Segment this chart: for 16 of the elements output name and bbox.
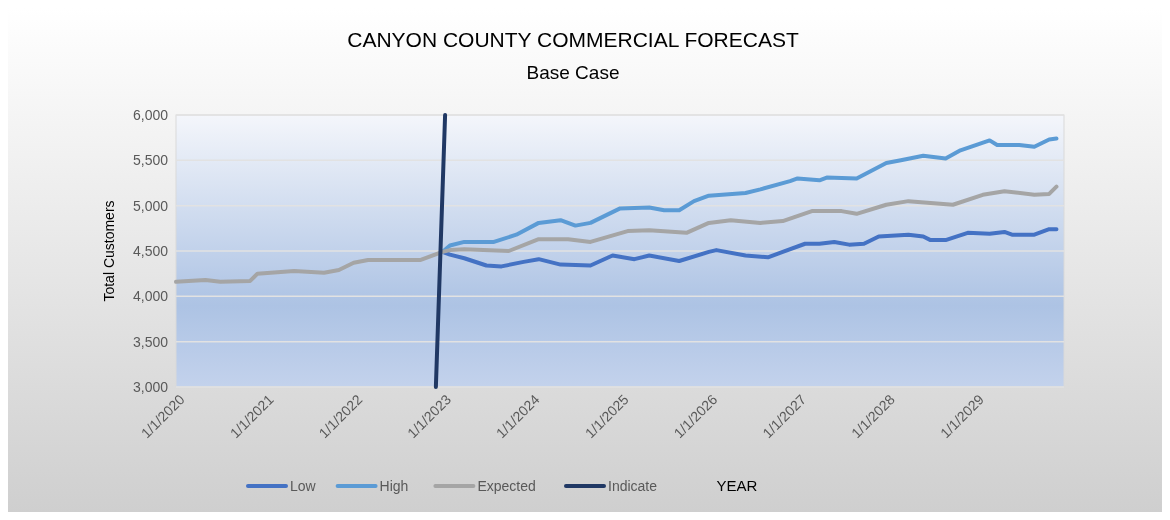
y-tick-label: 3,500 [132, 333, 169, 350]
y-tick-label: 6,000 [132, 106, 169, 123]
y-tick-label: 4,500 [132, 242, 169, 259]
x-axis-title: YEAR [716, 477, 758, 495]
y-tick-label: 3,000 [132, 378, 169, 395]
y-tick-label: 4,000 [132, 288, 169, 305]
y-tick-label: 5,500 [132, 152, 169, 169]
legend-label: Expected [477, 477, 536, 494]
chart-title: CANYON COUNTY COMMERCIAL FORECAST [347, 28, 799, 51]
legend-label: Indicate [608, 477, 658, 494]
y-axis-title: Total Customers [101, 200, 117, 302]
legend-label: High [379, 477, 409, 494]
y-tick-label: 5,000 [132, 197, 169, 214]
chart-subtitle: Base Case [526, 62, 620, 83]
line-series [174, 184, 1059, 284]
legend-label: Low [290, 477, 317, 494]
